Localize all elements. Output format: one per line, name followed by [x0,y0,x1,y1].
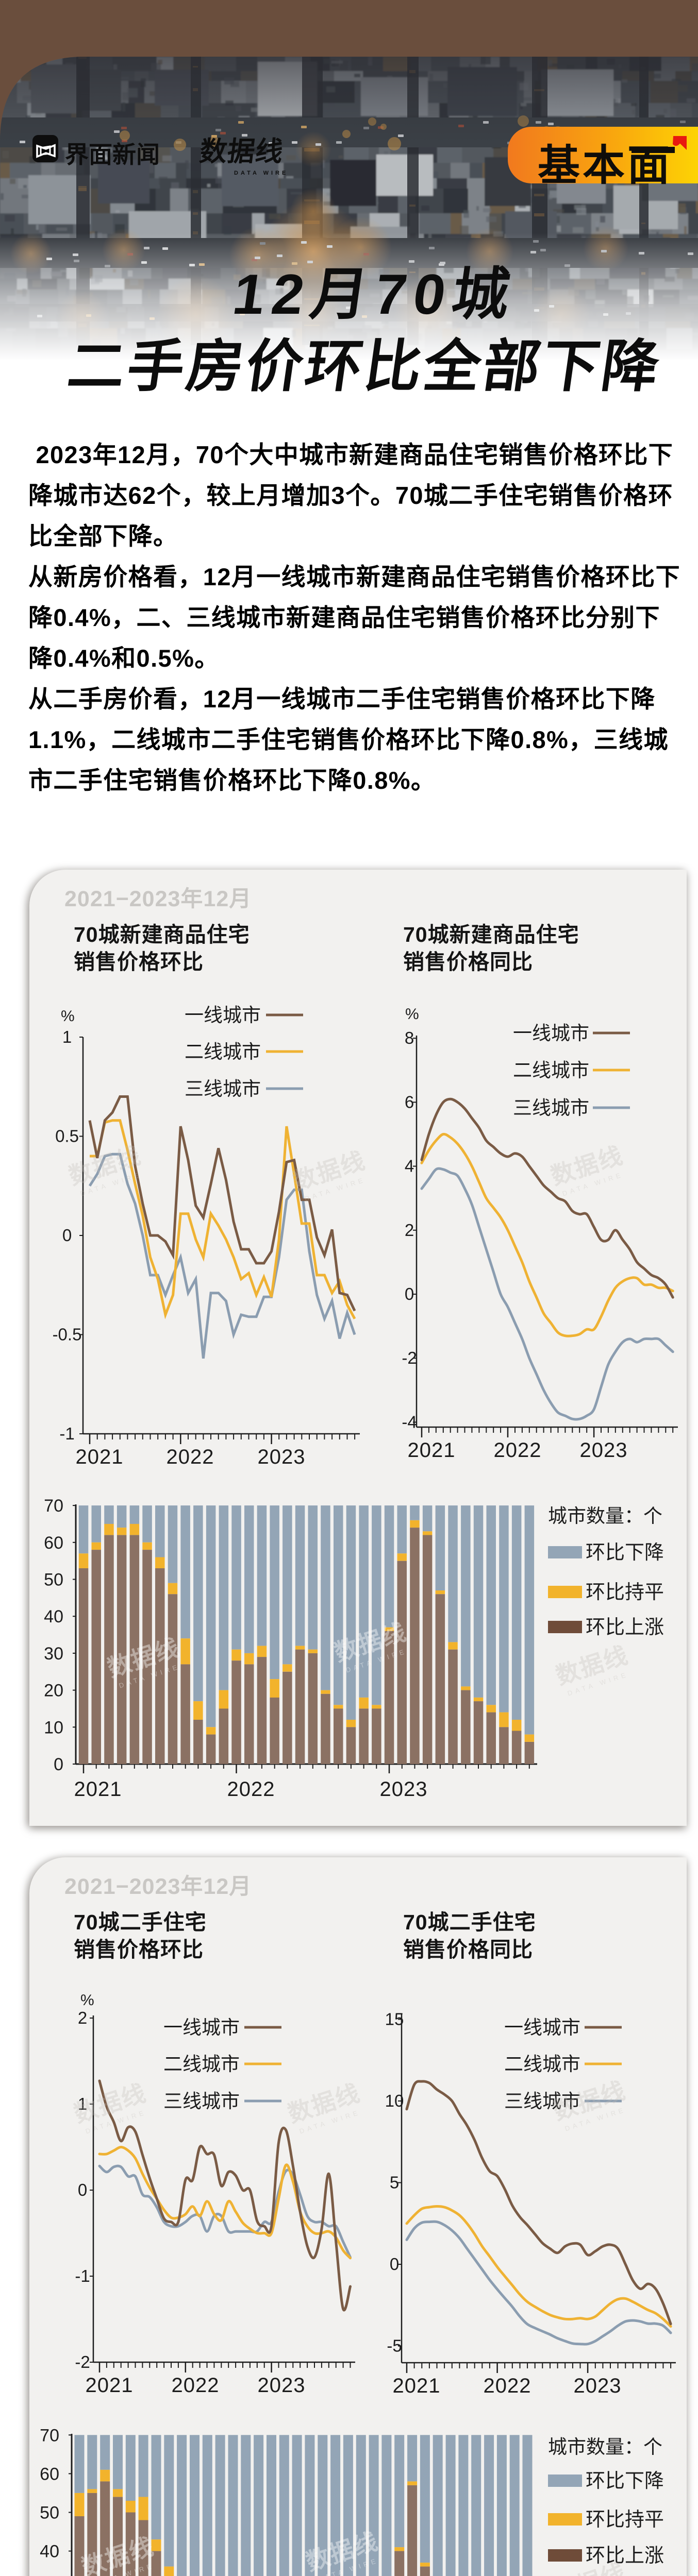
svg-text:环比下降: 环比下降 [586,2470,664,2492]
svg-text:二线城市: 二线城市 [185,1041,261,1062]
svg-text:0: 0 [405,1284,414,1303]
svg-text:2022: 2022 [172,2374,220,2397]
svg-text:三线城市: 三线城市 [513,1097,589,1118]
svg-text:2022: 2022 [227,1778,275,1801]
svg-text:%: % [405,1006,419,1023]
svg-text:2022: 2022 [167,1446,214,1468]
svg-text:0: 0 [390,2255,399,2274]
svg-text:-1: -1 [75,2266,90,2285]
svg-text:一线城市: 一线城市 [504,2017,580,2038]
svg-text:8: 8 [405,1028,414,1047]
svg-text:70: 70 [40,2426,59,2445]
svg-text:一线城市: 一线城市 [185,1005,261,1026]
svg-text:1: 1 [62,1027,72,1046]
svg-text:环比上涨: 环比上涨 [586,2545,664,2567]
svg-text:40: 40 [40,2542,59,2562]
svg-text:4: 4 [405,1157,414,1176]
svg-text:30: 30 [44,1644,63,1664]
svg-text:二线城市: 二线城市 [513,1060,589,1081]
svg-text:0: 0 [78,2180,87,2199]
svg-text:城市数量：个: 城市数量：个 [548,1505,662,1527]
svg-text:环比上涨: 环比上涨 [586,1617,664,1638]
svg-text:2021: 2021 [76,1446,124,1468]
svg-text:2022: 2022 [494,1439,542,1462]
svg-text:20: 20 [44,1681,63,1701]
svg-text:50: 50 [40,2503,59,2523]
svg-text:2021: 2021 [393,2375,441,2397]
svg-text:0: 0 [54,1755,63,1774]
svg-text:三线城市: 三线城市 [185,1078,261,1099]
svg-text:2021: 2021 [408,1439,456,1462]
svg-text:2023: 2023 [574,2375,622,2397]
svg-text:60: 60 [44,1533,63,1553]
svg-text:6: 6 [405,1092,414,1111]
svg-text:三线城市: 三线城市 [163,2091,240,2112]
svg-text:二线城市: 二线城市 [504,2054,580,2075]
svg-text:-2: -2 [75,2352,90,2371]
svg-text:0.5: 0.5 [55,1127,79,1146]
svg-text:二线城市: 二线城市 [163,2054,240,2075]
svg-text:40: 40 [44,1607,63,1626]
svg-text:三线城市: 三线城市 [504,2091,580,2112]
svg-text:2023: 2023 [580,1439,628,1462]
svg-text:2021: 2021 [86,2374,134,2397]
svg-text:0: 0 [62,1226,72,1245]
svg-text:-1: -1 [59,1424,74,1443]
svg-text:%: % [61,1008,75,1025]
svg-text:2023: 2023 [380,1778,428,1801]
svg-text:一线城市: 一线城市 [163,2017,240,2038]
svg-text:50: 50 [44,1570,63,1590]
svg-text:2021: 2021 [74,1778,122,1801]
svg-text:-0.5: -0.5 [53,1325,82,1344]
svg-text:城市数量：个: 城市数量：个 [548,2436,662,2458]
svg-text:2022: 2022 [484,2375,531,2397]
svg-text:环比下降: 环比下降 [586,1542,664,1564]
svg-text:一线城市: 一线城市 [513,1023,589,1044]
svg-text:环比持平: 环比持平 [586,2509,664,2531]
svg-text:1: 1 [78,2094,87,2113]
svg-text:70: 70 [44,1496,63,1516]
svg-text:10: 10 [44,1718,63,1737]
svg-text:60: 60 [40,2464,59,2484]
svg-text:2023: 2023 [258,2374,306,2397]
svg-text:环比持平: 环比持平 [586,1582,664,1603]
svg-text:2: 2 [405,1221,414,1240]
svg-text:%: % [80,1992,94,2009]
svg-text:2023: 2023 [258,1446,306,1468]
svg-text:5: 5 [390,2173,399,2192]
svg-text:2: 2 [78,2008,87,2027]
